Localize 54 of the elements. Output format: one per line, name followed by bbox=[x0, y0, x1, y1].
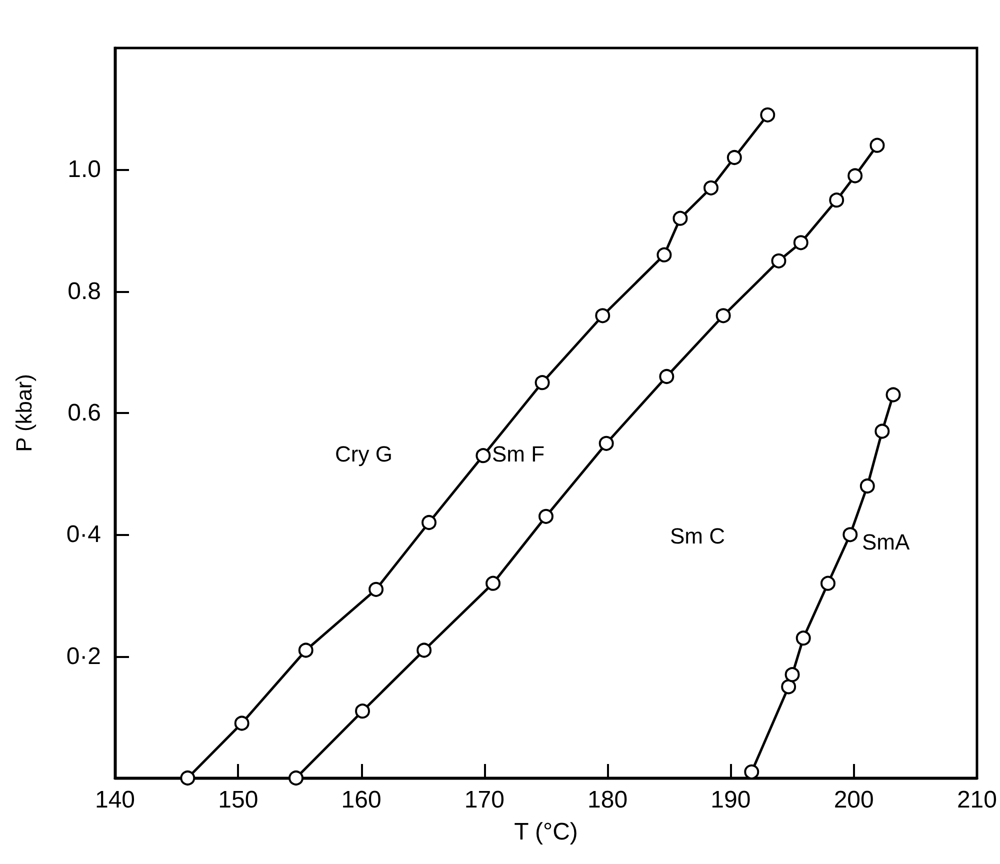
x-tick-label: 180 bbox=[588, 786, 628, 814]
point bbox=[874, 424, 890, 439]
point bbox=[870, 138, 885, 153]
point bbox=[716, 308, 731, 324]
point bbox=[704, 180, 718, 196]
point bbox=[784, 667, 800, 682]
point bbox=[760, 107, 776, 122]
point bbox=[368, 582, 384, 597]
y-tick-label: 0·2 bbox=[66, 642, 101, 670]
y-tick-label: 0.6 bbox=[68, 400, 101, 426]
annotation: SmA bbox=[862, 530, 910, 554]
point bbox=[744, 764, 760, 780]
point bbox=[829, 192, 844, 208]
point bbox=[476, 448, 491, 464]
point bbox=[598, 436, 614, 451]
point bbox=[771, 253, 786, 268]
x-tick-label: 210 bbox=[956, 786, 997, 814]
x-axis-title: T (°C) bbox=[514, 818, 578, 846]
point bbox=[595, 308, 610, 324]
point bbox=[781, 679, 796, 694]
x-tick-label: 190 bbox=[710, 786, 751, 814]
x-tick-label: 150 bbox=[218, 786, 258, 814]
point bbox=[656, 247, 672, 262]
point bbox=[848, 168, 863, 184]
point bbox=[486, 576, 501, 591]
point bbox=[860, 478, 875, 494]
point bbox=[416, 642, 432, 658]
point bbox=[298, 642, 314, 658]
y-tick-label: 0·4 bbox=[66, 521, 101, 548]
point bbox=[793, 235, 808, 250]
point bbox=[886, 387, 901, 402]
point bbox=[538, 508, 554, 524]
y-axis-title: P (kbar) bbox=[12, 374, 36, 452]
point bbox=[659, 369, 674, 384]
point bbox=[288, 770, 304, 786]
y-tick-label: 0.8 bbox=[68, 278, 101, 305]
point bbox=[672, 210, 688, 226]
point bbox=[534, 375, 550, 390]
y-tick-label: 1.0 bbox=[68, 156, 101, 184]
point bbox=[820, 576, 836, 591]
x-tick-label: 160 bbox=[341, 786, 382, 814]
point bbox=[234, 716, 250, 731]
point bbox=[842, 527, 858, 542]
annotation: Cry G bbox=[335, 442, 392, 466]
point bbox=[726, 150, 742, 165]
point bbox=[422, 515, 437, 530]
point bbox=[796, 630, 811, 646]
point bbox=[355, 704, 370, 719]
x-tick-label: 140 bbox=[94, 786, 136, 814]
x-tick-label: 200 bbox=[834, 786, 874, 814]
point bbox=[180, 770, 196, 786]
x-tick-label: 170 bbox=[464, 786, 504, 814]
annotation: Sm C bbox=[670, 524, 726, 548]
annotation: Sm F bbox=[492, 442, 545, 466]
